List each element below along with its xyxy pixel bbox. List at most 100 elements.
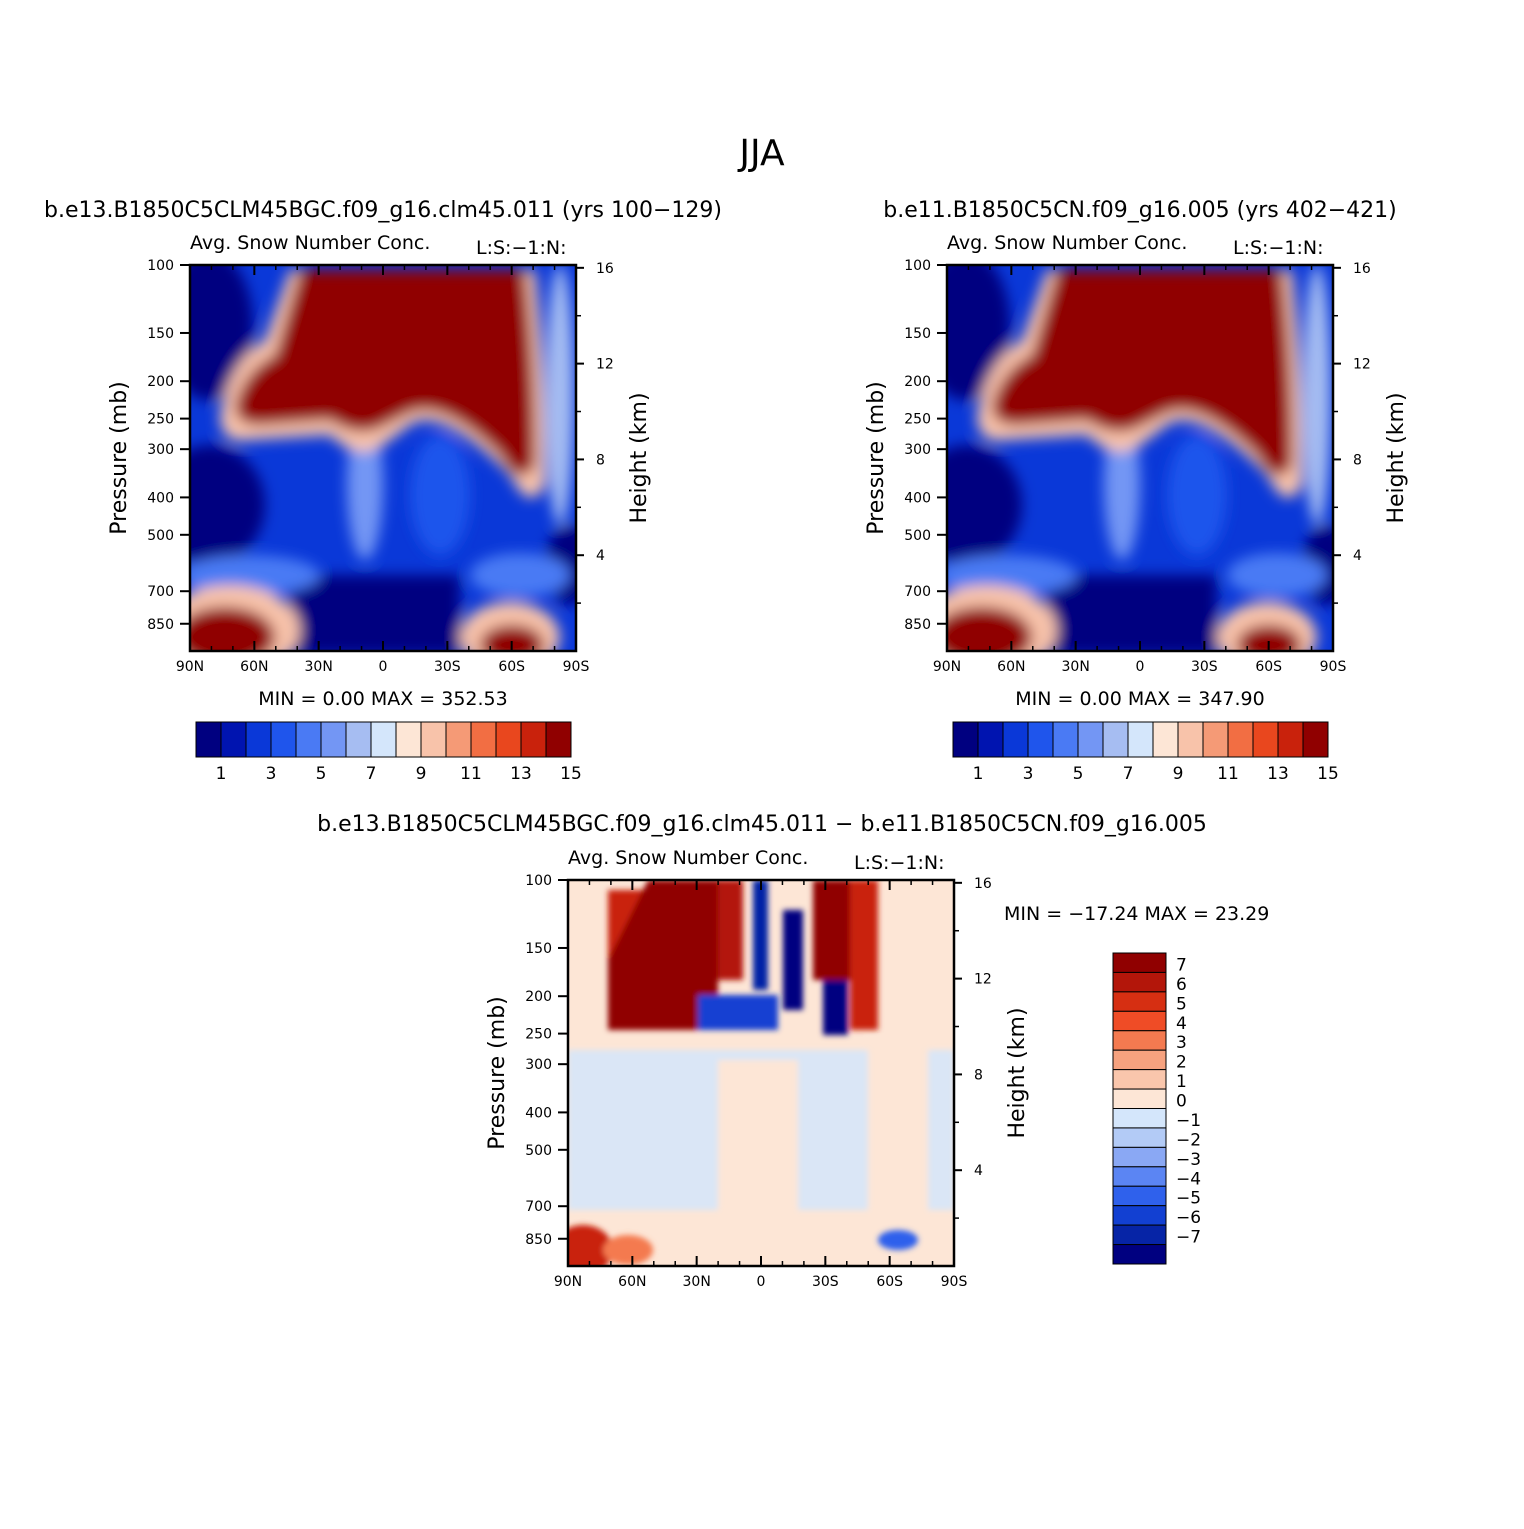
colorbar-label: 5: [1073, 764, 1084, 784]
y-right-axis-label: Height (km): [627, 392, 652, 523]
colorbar-label: 4: [1176, 1014, 1187, 1034]
panel-title: b.e11.B1850C5CN.f09_g16.005 (yrs 402−421…: [883, 198, 1397, 223]
y-right-tick-label: 16: [1353, 261, 1371, 277]
y-tick-label: 400: [147, 490, 174, 506]
colorbar-label: −6: [1176, 1208, 1201, 1228]
y-tick-label: 100: [904, 258, 931, 274]
contour-shapes: [155, 250, 595, 675]
y-right-tick-label: 12: [974, 972, 992, 988]
y-tick-label: 700: [525, 1199, 552, 1215]
colorbar-swatch: [1112, 952, 1167, 973]
contour-fill: [912, 250, 1352, 675]
colorbar-swatch: [1112, 1185, 1167, 1207]
x-tick-label: 60S: [1255, 659, 1282, 675]
y-axis-label: Pressure (mb): [107, 381, 132, 535]
y-right-tick-label: 16: [974, 876, 992, 892]
colorbar-swatch: [1112, 1224, 1167, 1246]
contour-field: [155, 250, 595, 675]
colorbar-swatch: [1112, 1146, 1167, 1168]
contour-fill: [155, 250, 595, 675]
y-right-tick-label: 16: [596, 261, 614, 277]
y-tick-label: 300: [147, 442, 174, 458]
y-tick-label: 500: [904, 528, 931, 544]
colorbar-label: 3: [1176, 1033, 1187, 1053]
x-tick-label: 90S: [1320, 659, 1347, 675]
y-tick-label: 300: [525, 1057, 552, 1073]
colorbar-swatch: [1112, 1088, 1167, 1109]
colorbar-swatch: [445, 721, 472, 758]
y-tick-label: 200: [904, 374, 931, 390]
x-tick-label: 60N: [240, 659, 268, 675]
x-tick-label: 0: [379, 659, 388, 675]
x-tick-label: 30S: [1191, 659, 1218, 675]
y-right-axis-label: Height (km): [1384, 392, 1409, 523]
colorbar-swatch: [545, 721, 572, 758]
y-axis-label: Pressure (mb): [864, 381, 889, 535]
y-tick-label: 100: [147, 258, 174, 274]
y-right-tick-label: 8: [1353, 452, 1362, 468]
colorbar-label: 13: [1267, 764, 1289, 784]
colorbar-label: 5: [316, 764, 327, 784]
colorbar-label: −1: [1176, 1111, 1201, 1131]
colorbar-label: 11: [1217, 764, 1239, 784]
colorbar-swatch: [370, 721, 397, 758]
y-tick-label: 200: [525, 989, 552, 1005]
stats-text: MIN = 0.00 MAX = 352.53: [258, 688, 507, 710]
panel-bottom-diff: b.e13.B1850C5CLM45BGC.f09_g16.clm45.011 …: [317, 812, 1269, 1290]
colorbar-swatch: [1227, 721, 1254, 758]
colorbar-swatch: [1112, 1127, 1167, 1148]
colorbar-swatch: [1052, 721, 1079, 758]
y-tick-label: 400: [904, 490, 931, 506]
colorbar-swatch: [1112, 1069, 1167, 1090]
colorbar-swatch: [1252, 721, 1279, 758]
panel-top-left: b.e13.B1850C5CLM45BGC.f09_g16.clm45.011 …: [44, 198, 722, 784]
x-tick-label: 90N: [933, 659, 961, 675]
colorbar: 1 3 5 7 9 11 13 15: [195, 721, 582, 784]
x-tick-label: 30N: [305, 659, 333, 675]
y-tick-label: 300: [904, 442, 931, 458]
colorbar-swatch: [952, 721, 979, 758]
panel-variable: Avg. Snow Number Conc.: [568, 847, 808, 869]
y-right-axis-label: Height (km): [1005, 1007, 1030, 1138]
colorbar-label: 15: [1317, 764, 1339, 784]
panel-title: b.e13.B1850C5CLM45BGC.f09_g16.clm45.011 …: [317, 812, 1207, 837]
x-tick-label: 30S: [434, 659, 461, 675]
colorbar-swatch: [1112, 991, 1167, 1012]
y-tick-label: 150: [147, 326, 174, 342]
colorbar-label: 9: [416, 764, 427, 784]
colorbar-label: 5: [1176, 994, 1187, 1014]
x-tick-label: 30S: [812, 1274, 839, 1290]
x-tick-label: 30N: [683, 1274, 711, 1290]
colorbar-label: 2: [1176, 1053, 1187, 1073]
panel-units: L:S:−1:N:: [476, 237, 566, 259]
x-tick-label: 60N: [618, 1274, 646, 1290]
x-tick-label: 90S: [941, 1274, 968, 1290]
colorbar-swatch: [1127, 721, 1154, 758]
colorbar-swatch: [470, 721, 497, 758]
panel-variable: Avg. Snow Number Conc.: [947, 232, 1187, 254]
colorbar-swatch: [1302, 721, 1329, 758]
y-tick-label: 200: [147, 374, 174, 390]
colorbar: 1 3 5 7 9 11 13 15: [952, 721, 1339, 784]
colorbar-label: 6: [1176, 975, 1187, 995]
x-tick-label: 60S: [876, 1274, 903, 1290]
colorbar-label: 11: [460, 764, 482, 784]
x-tick-label: 0: [1136, 659, 1145, 675]
y-tick-label: 250: [525, 1027, 552, 1043]
colorbar-swatch: [1002, 721, 1029, 758]
colorbar-swatch: [1177, 721, 1204, 758]
colorbar-label: 1: [1176, 1072, 1187, 1092]
x-tick-label: 0: [757, 1274, 766, 1290]
y-tick-label: 700: [904, 584, 931, 600]
colorbar-swatch: [1112, 971, 1167, 993]
y-right-tick-label: 4: [1353, 548, 1362, 564]
y-right-tick-label: 12: [1353, 357, 1371, 373]
figure-title: JJA: [737, 133, 785, 174]
colorbar-label: −7: [1176, 1228, 1201, 1248]
y-tick-label: 100: [525, 873, 552, 889]
colorbar-label: 15: [560, 764, 582, 784]
colorbar-label: −5: [1176, 1189, 1201, 1209]
x-tick-label: 90N: [176, 659, 204, 675]
